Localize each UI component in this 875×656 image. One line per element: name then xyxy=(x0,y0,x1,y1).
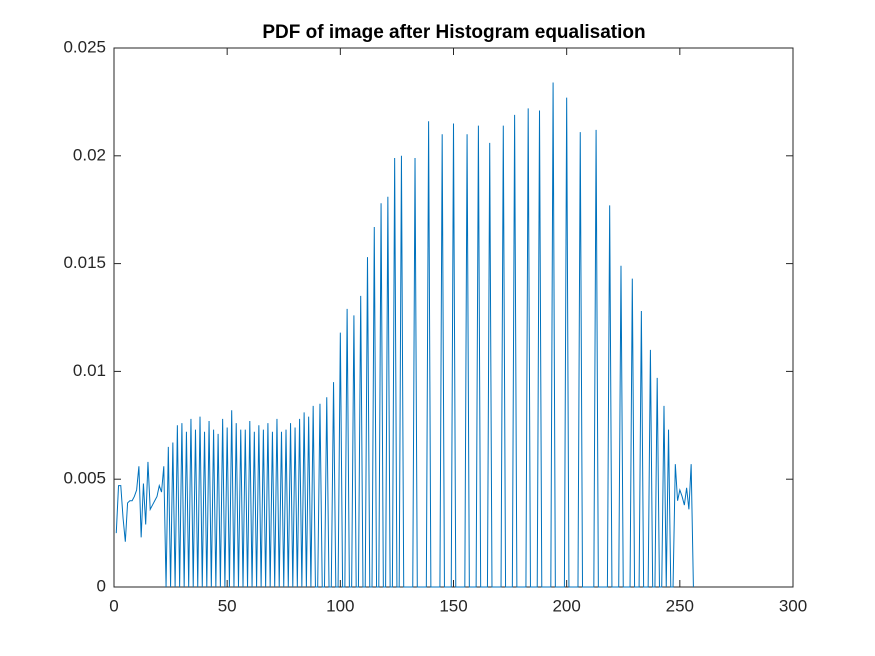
y-tick-label: 0 xyxy=(97,576,106,595)
y-tick-label: 0.005 xyxy=(63,469,106,488)
x-tick-label: 0 xyxy=(109,596,118,615)
y-tick-label: 0.01 xyxy=(73,361,106,380)
data-line xyxy=(115,82,694,588)
x-tick-label: 100 xyxy=(326,596,354,615)
x-tick-label: 50 xyxy=(218,596,237,615)
chart-title: PDF of image after Histogram equalisatio… xyxy=(262,22,645,43)
x-tick-label: 300 xyxy=(779,596,807,615)
y-tick-label: 0.025 xyxy=(63,37,106,56)
y-tick-label: 0.02 xyxy=(73,145,106,164)
x-tick-label: 150 xyxy=(439,596,467,615)
x-tick-label: 200 xyxy=(552,596,580,615)
x-tick-label: 250 xyxy=(666,596,694,615)
y-tick-label: 0.015 xyxy=(63,253,106,272)
